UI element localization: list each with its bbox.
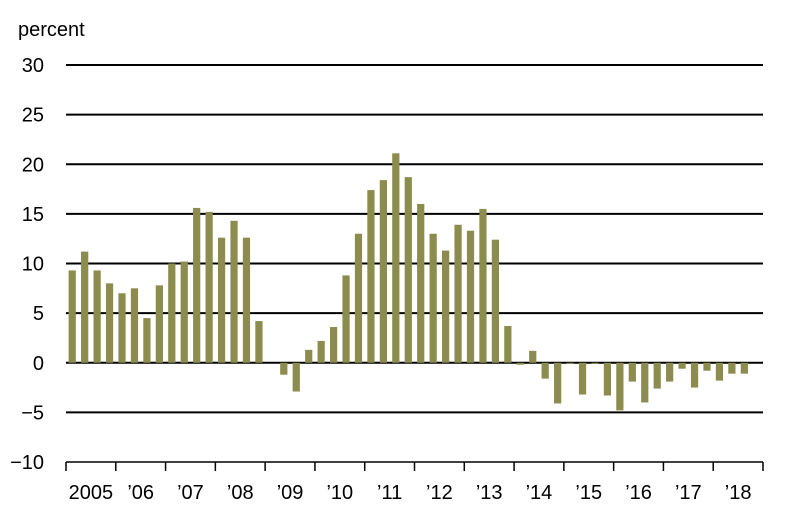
bar	[529, 350, 537, 363]
bar	[554, 362, 562, 404]
bar	[479, 208, 487, 363]
bar	[628, 362, 636, 382]
bar	[591, 362, 599, 364]
x-tick-label: ’12	[426, 482, 453, 504]
y-tick-label: 5	[33, 303, 44, 325]
x-tick-label: ’09	[277, 482, 304, 504]
bar	[703, 362, 711, 371]
bar	[205, 211, 213, 363]
y-tick-label: 10	[22, 254, 44, 276]
bar	[404, 177, 412, 363]
bar	[641, 362, 649, 403]
bar	[193, 207, 201, 363]
bar	[442, 250, 450, 363]
bar	[429, 233, 437, 363]
y-tick-label: 0	[33, 353, 44, 375]
bar	[516, 362, 524, 365]
bar	[728, 362, 736, 374]
x-tick-label: ’14	[526, 482, 553, 504]
y-tick-label: 15	[22, 204, 44, 226]
x-tick-label: ’07	[177, 482, 204, 504]
bar	[578, 362, 587, 395]
bar	[541, 362, 549, 379]
x-tick-label: ’08	[227, 482, 254, 504]
bar	[491, 239, 500, 363]
y-tick-label: 30	[22, 55, 44, 77]
x-tick-labels: 2005 ’06 ’07 ’08 ’09 ’10 ’11 ’12 ’13 ’14 ’15 ’16 ’17…	[69, 482, 752, 504]
x-tick-label: ’18	[725, 482, 752, 504]
bar	[217, 237, 226, 363]
bar	[130, 288, 139, 363]
y-tick-label: −5	[21, 402, 44, 424]
x-tick-label: ’13	[476, 482, 503, 504]
bar	[255, 321, 263, 363]
bar	[329, 327, 338, 363]
bar	[180, 261, 188, 363]
y-tick-label: 20	[22, 154, 44, 176]
bar	[715, 362, 724, 381]
bar	[230, 220, 238, 363]
bars	[68, 153, 748, 411]
bar	[690, 362, 699, 388]
x-tick-label: ’11	[377, 482, 402, 504]
bar	[292, 362, 300, 392]
bar	[155, 285, 163, 363]
x-tick-label: ’06	[127, 482, 154, 504]
bar	[242, 237, 251, 363]
bar	[342, 275, 350, 363]
bar	[317, 340, 325, 363]
bar	[143, 318, 151, 363]
x-axis	[65, 462, 764, 471]
bar	[417, 203, 425, 363]
y-tick-label: 25	[22, 105, 44, 127]
bar	[81, 251, 89, 363]
bar	[367, 190, 375, 363]
x-tick-label: ’17	[675, 482, 702, 504]
x-tick-label: ’16	[625, 482, 652, 504]
x-tick-label: ’15	[575, 482, 602, 504]
bar	[168, 263, 176, 363]
bar	[566, 362, 574, 364]
bar	[118, 293, 126, 363]
bar	[93, 270, 101, 363]
bar	[616, 362, 624, 411]
bar	[603, 362, 612, 396]
y-axis-label: percent	[18, 19, 85, 41]
bar	[740, 362, 748, 374]
bar	[454, 224, 462, 363]
bar	[105, 283, 114, 363]
bar	[280, 362, 288, 375]
bar	[466, 230, 475, 363]
bar	[678, 362, 686, 369]
bar	[653, 362, 661, 389]
bar	[354, 233, 363, 363]
x-tick-label: 2005	[69, 482, 114, 504]
bar	[68, 270, 76, 363]
y-tick-label: −10	[10, 452, 44, 474]
bar	[666, 362, 674, 382]
bar	[379, 180, 387, 363]
y-tick-labels: 30 25 20 15 10 5 0 −5 −10	[10, 55, 44, 474]
bar	[392, 153, 400, 363]
bar	[305, 349, 313, 363]
x-tick-label: ’10	[326, 482, 353, 504]
bar	[504, 326, 512, 363]
